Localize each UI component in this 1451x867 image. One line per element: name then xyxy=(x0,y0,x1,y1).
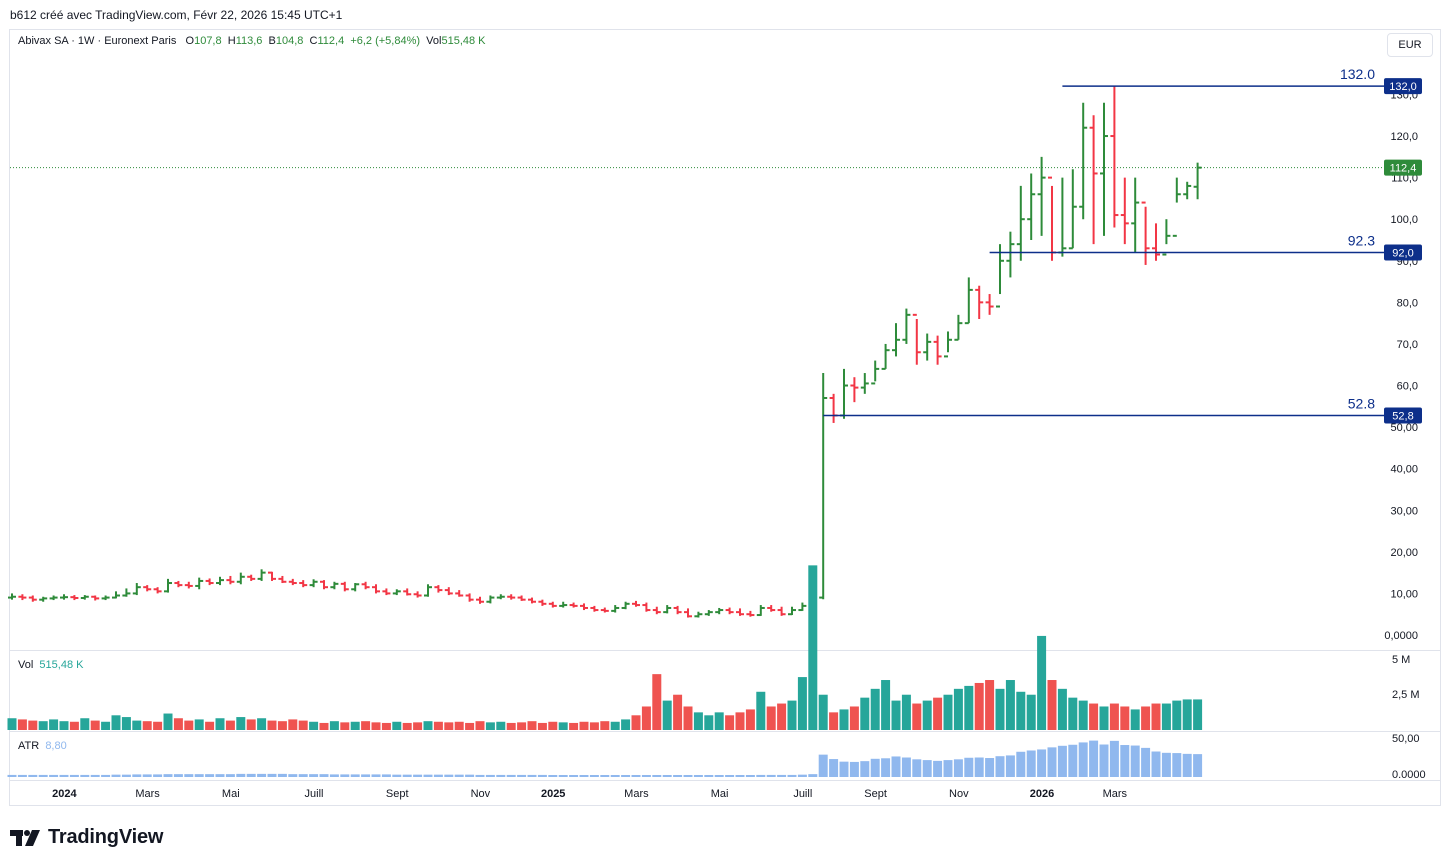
high-label: H xyxy=(227,35,236,47)
currency-button[interactable]: EUR xyxy=(1387,33,1433,57)
atr-pane-value: 8,80 xyxy=(45,740,67,752)
watermark-header: b612 créé avec TradingView.com, Févr 22,… xyxy=(10,8,343,22)
volume-pane-legend: Vol 515,48 K xyxy=(18,659,83,671)
close-label: C xyxy=(309,35,318,47)
open-label: O xyxy=(185,35,195,47)
atr-pane-legend: ATR 8,80 xyxy=(18,740,67,752)
high-value: 113,6 xyxy=(235,35,263,47)
change-value: +6,2 (+5,84%) xyxy=(350,35,421,47)
tradingview-logo[interactable]: TradingView xyxy=(10,826,163,849)
tradingview-logo-text: TradingView xyxy=(48,826,164,848)
volume-label: Vol xyxy=(426,35,442,47)
close-value: 112,4 xyxy=(317,35,345,47)
volume-pane-title: Vol xyxy=(18,659,34,671)
symbol-title: Abivax SA · 1W · Euronext Paris xyxy=(18,35,177,47)
low-label: B xyxy=(268,35,276,47)
atr-pane-title: ATR xyxy=(18,740,40,752)
low-value: 104,8 xyxy=(275,35,304,47)
symbol-legend: Abivax SA · 1W · Euronext Paris O107,8 H… xyxy=(18,35,486,47)
tradingview-logo-icon xyxy=(10,829,40,846)
open-value: 107,8 xyxy=(194,35,222,47)
volume-value: 515,48 K xyxy=(441,35,486,47)
chart-frame xyxy=(9,29,1441,806)
volume-pane-value: 515,48 K xyxy=(39,659,84,671)
